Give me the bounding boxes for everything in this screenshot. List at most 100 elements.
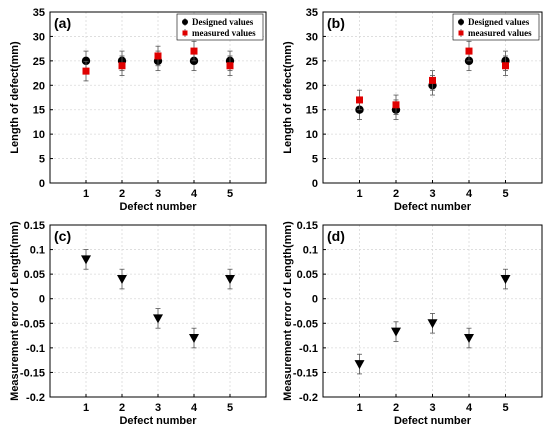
legend-marker bbox=[458, 19, 464, 25]
data-point bbox=[81, 56, 91, 66]
data-point bbox=[465, 47, 473, 55]
y-axis-label: Measurement error of Length(mm) bbox=[282, 221, 294, 401]
x-tick-label-4: 4 bbox=[466, 188, 473, 200]
y-tick-label-6: 25 bbox=[306, 56, 318, 68]
chart-panel-4: 1 2 3 4 5 -0.2 -0.15 -0.1 -0.05 0 0.05 0.1 0.15 Defec… bbox=[282, 220, 543, 427]
legend-marker bbox=[182, 19, 188, 25]
y-tick-label-1: 0 bbox=[39, 178, 45, 190]
y-tick-label-5: 0 bbox=[39, 294, 45, 306]
data-point bbox=[356, 96, 363, 104]
y-tick-label-5: 0 bbox=[312, 294, 318, 306]
y-tick-label-4: 15 bbox=[33, 105, 45, 117]
x-axis-label: Defect number bbox=[119, 201, 197, 213]
y-tick-label-7: 30 bbox=[33, 31, 45, 43]
y-tick-label-8: 35 bbox=[306, 7, 318, 19]
data-point bbox=[81, 255, 91, 265]
x-tick-label-2: 2 bbox=[393, 402, 399, 414]
data-point bbox=[118, 62, 126, 70]
x-tick-label-5: 5 bbox=[227, 402, 233, 414]
series-2 bbox=[82, 40, 234, 82]
data-point bbox=[226, 62, 234, 70]
data-point bbox=[500, 275, 511, 285]
x-tick-label-4: 4 bbox=[191, 402, 198, 414]
x-tick-label-1: 1 bbox=[83, 402, 89, 414]
y-tick-label-7: 30 bbox=[306, 31, 318, 43]
y-tick-label-2: 5 bbox=[312, 154, 318, 166]
y-tick-label-8: 35 bbox=[33, 7, 45, 19]
y-axis-label: Length of defect(mm) bbox=[9, 41, 21, 154]
data-point bbox=[225, 275, 235, 285]
y-tick-label-4: -0.05 bbox=[20, 318, 45, 330]
x-tick-label-3: 3 bbox=[155, 188, 161, 200]
y-tick-label-2: -0.15 bbox=[20, 367, 45, 379]
y-tick-label-6: 0.05 bbox=[297, 269, 318, 281]
panel-label: (a) bbox=[54, 15, 71, 31]
chart-panel-2: 1 2 3 4 5 0 5 10 15 20 25 30 35 Defect number Length o… bbox=[282, 7, 543, 213]
data-point bbox=[354, 360, 365, 370]
data-point bbox=[391, 327, 401, 337]
y-tick-label-1: 0 bbox=[312, 178, 318, 190]
x-tick-label-1: 1 bbox=[356, 188, 362, 200]
x-tick-label-5: 5 bbox=[502, 402, 508, 414]
x-tick-label-2: 2 bbox=[119, 402, 125, 414]
legend-box bbox=[176, 13, 264, 41]
legend-entry-1: Designed values bbox=[192, 17, 254, 27]
y-tick-label-4: 15 bbox=[306, 105, 318, 117]
y-tick-label-8: 0.15 bbox=[297, 220, 318, 232]
y-axis-label: Measurement error of Length(mm) bbox=[9, 221, 21, 401]
data-point bbox=[117, 275, 127, 285]
y-axis-label: Length of defect(mm) bbox=[282, 41, 294, 154]
data-point bbox=[153, 314, 163, 324]
legend-marker bbox=[182, 30, 188, 36]
data-point bbox=[154, 52, 162, 60]
data-point bbox=[429, 76, 436, 84]
x-tick-label-3: 3 bbox=[429, 402, 435, 414]
x-tick-label-4: 4 bbox=[466, 402, 473, 414]
x-tick-label-2: 2 bbox=[393, 188, 399, 200]
chart-panel-3: 1 2 3 4 5 -0.2 -0.15 -0.1 -0.05 0 0.05 0.1 0.15 Defec… bbox=[9, 220, 267, 427]
legend-entry-1: Designed values bbox=[468, 17, 530, 27]
y-tick-label-6: 0.05 bbox=[24, 269, 45, 281]
y-tick-label-1: -0.2 bbox=[26, 392, 45, 404]
data-point bbox=[82, 67, 90, 75]
y-tick-label-3: 10 bbox=[306, 129, 318, 141]
legend-marker bbox=[458, 30, 464, 36]
series-1 bbox=[81, 249, 235, 349]
y-tick-label-1: -0.2 bbox=[299, 392, 318, 404]
y-tick-label-4: -0.05 bbox=[293, 318, 318, 330]
y-tick-label-3: -0.1 bbox=[299, 343, 318, 355]
y-tick-label-2: 5 bbox=[39, 154, 45, 166]
x-tick-label-3: 3 bbox=[155, 402, 161, 414]
y-tick-label-5: 20 bbox=[306, 80, 318, 92]
x-axis-label: Defect number bbox=[394, 201, 472, 213]
y-tick-label-7: 0.1 bbox=[303, 245, 318, 257]
x-tick-label-3: 3 bbox=[429, 188, 435, 200]
series-2 bbox=[356, 40, 509, 115]
data-point bbox=[190, 47, 198, 55]
data-point bbox=[427, 319, 438, 329]
x-tick-label-4: 4 bbox=[191, 188, 198, 200]
legend-entry-2: measured values bbox=[468, 28, 532, 38]
panel-label: (b) bbox=[327, 15, 345, 31]
y-tick-label-8: 0.15 bbox=[24, 220, 45, 232]
panel-label: (d) bbox=[327, 228, 345, 244]
y-tick-label-6: 25 bbox=[33, 56, 45, 68]
y-tick-label-3: 10 bbox=[33, 129, 45, 141]
y-tick-label-5: 20 bbox=[33, 80, 45, 92]
y-tick-label-7: 0.1 bbox=[30, 245, 45, 257]
data-point bbox=[502, 62, 509, 70]
x-tick-label-1: 1 bbox=[83, 188, 89, 200]
y-tick-label-3: -0.1 bbox=[26, 343, 45, 355]
x-tick-label-1: 1 bbox=[356, 402, 362, 414]
data-point bbox=[464, 334, 474, 344]
data-point bbox=[392, 101, 400, 109]
x-tick-label-2: 2 bbox=[119, 188, 125, 200]
x-tick-label-5: 5 bbox=[227, 188, 233, 200]
series-1 bbox=[354, 268, 511, 375]
x-axis-label: Defect number bbox=[119, 415, 197, 427]
chart-panel-1: 1 2 3 4 5 0 5 10 15 20 25 30 35 Defect number Length o… bbox=[9, 7, 267, 213]
y-tick-label-2: -0.15 bbox=[293, 367, 318, 379]
